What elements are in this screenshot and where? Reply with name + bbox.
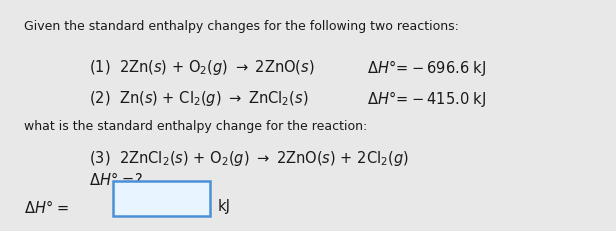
Text: Given the standard enthalpy changes for the following two reactions:: Given the standard enthalpy changes for … [24,20,459,33]
FancyBboxPatch shape [113,181,211,216]
Text: (1)  2Zn($s$) + O$_2$($g$) $\rightarrow$ 2ZnO($s$): (1) 2Zn($s$) + O$_2$($g$) $\rightarrow$ … [89,58,315,77]
Text: what is the standard enthalpy change for the reaction:: what is the standard enthalpy change for… [24,120,367,133]
Text: $\Delta H°$ =: $\Delta H°$ = [24,199,70,216]
Text: (2)  Zn($s$) + Cl$_2$($g$) $\rightarrow$ ZnCl$_2$($s$): (2) Zn($s$) + Cl$_2$($g$) $\rightarrow$ … [89,89,309,108]
Text: (3)  2ZnCl$_2$($s$) + O$_2$($g$) $\rightarrow$ 2ZnO($s$) + 2Cl$_2$($g$): (3) 2ZnCl$_2$($s$) + O$_2$($g$) $\righta… [89,149,409,168]
Text: $\Delta H°\!=\!-415.0$ kJ: $\Delta H°\!=\!-415.0$ kJ [367,89,487,109]
Text: kJ: kJ [218,199,231,213]
Text: $\Delta H°$ =?: $\Delta H°$ =? [89,171,143,188]
Text: $\Delta H°\!=\!-696.6$ kJ: $\Delta H°\!=\!-696.6$ kJ [367,58,487,78]
